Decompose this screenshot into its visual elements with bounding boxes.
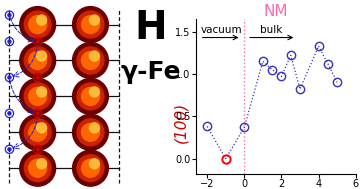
Circle shape xyxy=(89,15,99,25)
Circle shape xyxy=(20,150,56,186)
Circle shape xyxy=(82,123,99,141)
Circle shape xyxy=(37,123,47,133)
Circle shape xyxy=(73,43,109,78)
Circle shape xyxy=(36,76,39,79)
Circle shape xyxy=(8,148,11,151)
Circle shape xyxy=(29,15,47,34)
Circle shape xyxy=(82,15,99,34)
Circle shape xyxy=(89,123,99,133)
Text: bulk: bulk xyxy=(260,25,282,35)
Circle shape xyxy=(24,47,51,74)
Circle shape xyxy=(20,114,56,150)
Text: H: H xyxy=(134,9,167,47)
Circle shape xyxy=(37,15,47,25)
Circle shape xyxy=(36,112,39,115)
Circle shape xyxy=(77,47,104,74)
Circle shape xyxy=(73,114,109,150)
Circle shape xyxy=(89,87,99,97)
Circle shape xyxy=(8,40,11,43)
Circle shape xyxy=(82,159,99,177)
Circle shape xyxy=(20,43,56,78)
Circle shape xyxy=(29,87,47,105)
Circle shape xyxy=(82,52,99,70)
Circle shape xyxy=(36,148,39,151)
Circle shape xyxy=(24,11,51,38)
Circle shape xyxy=(73,150,109,186)
Circle shape xyxy=(36,40,39,43)
Circle shape xyxy=(82,87,99,105)
Circle shape xyxy=(37,51,47,61)
Circle shape xyxy=(77,119,104,146)
Circle shape xyxy=(77,11,104,38)
Circle shape xyxy=(8,76,11,79)
Circle shape xyxy=(24,155,51,182)
Circle shape xyxy=(29,123,47,141)
Text: vacuum: vacuum xyxy=(200,25,242,35)
Circle shape xyxy=(20,78,56,114)
Circle shape xyxy=(73,7,109,43)
Circle shape xyxy=(8,14,11,17)
Circle shape xyxy=(24,83,51,110)
Circle shape xyxy=(20,7,56,43)
Text: (100): (100) xyxy=(174,102,188,143)
Circle shape xyxy=(89,159,99,169)
Circle shape xyxy=(73,78,109,114)
Text: γ-Fe: γ-Fe xyxy=(121,60,181,84)
Circle shape xyxy=(8,112,11,115)
Title: NM: NM xyxy=(264,4,288,19)
Circle shape xyxy=(24,119,51,146)
Circle shape xyxy=(77,83,104,110)
Circle shape xyxy=(89,51,99,61)
Circle shape xyxy=(29,159,47,177)
Circle shape xyxy=(77,155,104,182)
Circle shape xyxy=(37,159,47,169)
Circle shape xyxy=(29,52,47,70)
Circle shape xyxy=(37,87,47,97)
